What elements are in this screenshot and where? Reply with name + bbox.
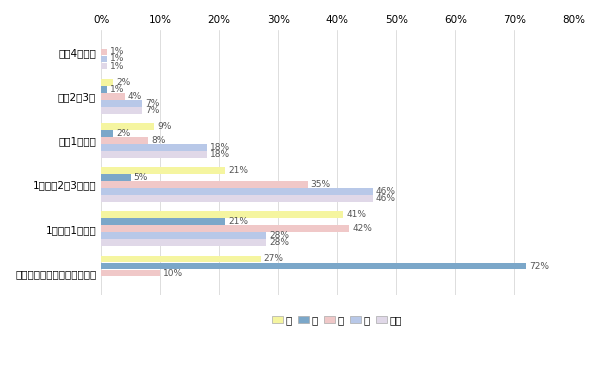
Text: 4%: 4% (128, 92, 142, 101)
Bar (101, 100, 142, 106)
Bar (101, 137, 148, 144)
Bar (101, 144, 208, 151)
Bar (101, 63, 107, 69)
Text: 27%: 27% (263, 254, 283, 264)
Text: 9%: 9% (157, 122, 172, 131)
Bar (101, 167, 225, 174)
Text: 21%: 21% (228, 166, 248, 175)
Bar (101, 270, 160, 276)
Text: 2%: 2% (116, 129, 130, 138)
Bar (101, 151, 208, 158)
Text: 28%: 28% (269, 238, 289, 247)
Text: 46%: 46% (376, 194, 395, 203)
Text: 46%: 46% (376, 187, 395, 196)
Bar (101, 240, 266, 246)
Text: 18%: 18% (211, 143, 230, 152)
Text: 21%: 21% (228, 217, 248, 226)
Text: 42%: 42% (352, 224, 372, 233)
Bar (101, 79, 113, 86)
Text: 28%: 28% (269, 231, 289, 240)
Text: 8%: 8% (151, 136, 166, 145)
Bar (101, 48, 107, 55)
Text: 1%: 1% (110, 85, 124, 94)
Bar (101, 211, 343, 218)
Text: 1%: 1% (110, 54, 124, 63)
Bar (101, 93, 125, 99)
Bar (101, 188, 373, 195)
Bar (101, 123, 154, 130)
Legend: 春, 夏, 秋, 冬, 全体: 春, 夏, 秋, 冬, 全体 (268, 311, 407, 329)
Text: 41%: 41% (346, 210, 366, 219)
Text: 72%: 72% (529, 262, 549, 270)
Bar (101, 195, 373, 202)
Bar (101, 56, 107, 62)
Bar (101, 255, 260, 262)
Bar (101, 130, 113, 137)
Bar (101, 218, 225, 225)
Text: 35%: 35% (311, 180, 331, 189)
Bar (101, 86, 107, 92)
Text: 1%: 1% (110, 62, 124, 70)
Bar (101, 107, 142, 114)
Bar (101, 225, 349, 232)
Text: 10%: 10% (163, 269, 183, 277)
Text: 7%: 7% (145, 99, 160, 108)
Text: 1%: 1% (110, 47, 124, 57)
Bar (101, 181, 308, 188)
Text: 5%: 5% (134, 173, 148, 182)
Bar (101, 263, 526, 269)
Text: 7%: 7% (145, 106, 160, 115)
Text: 2%: 2% (116, 78, 130, 87)
Bar (101, 232, 266, 239)
Text: 18%: 18% (211, 150, 230, 159)
Bar (101, 174, 131, 181)
